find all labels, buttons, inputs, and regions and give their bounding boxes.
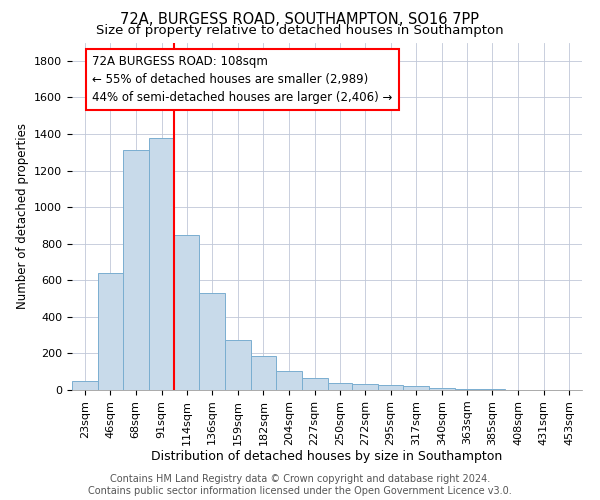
Text: 72A, BURGESS ROAD, SOUTHAMPTON, SO16 7PP: 72A, BURGESS ROAD, SOUTHAMPTON, SO16 7PP	[121, 12, 479, 28]
Bar	[72, 381, 98, 390]
Bar	[149, 138, 175, 390]
Bar	[352, 384, 378, 390]
Bar	[302, 378, 328, 390]
Bar	[175, 235, 199, 390]
Bar	[251, 356, 276, 390]
Bar	[98, 273, 122, 390]
Bar	[276, 371, 302, 390]
Bar	[403, 386, 429, 390]
Bar	[328, 382, 352, 390]
Bar	[199, 293, 225, 390]
Y-axis label: Number of detached properties: Number of detached properties	[16, 123, 29, 309]
Text: Size of property relative to detached houses in Southampton: Size of property relative to detached ho…	[96, 24, 504, 37]
Bar	[429, 388, 455, 390]
Bar	[122, 150, 149, 390]
Bar	[225, 340, 251, 390]
X-axis label: Distribution of detached houses by size in Southampton: Distribution of detached houses by size …	[151, 450, 503, 464]
Text: Contains HM Land Registry data © Crown copyright and database right 2024.
Contai: Contains HM Land Registry data © Crown c…	[88, 474, 512, 496]
Bar	[378, 384, 403, 390]
Text: 72A BURGESS ROAD: 108sqm
← 55% of detached houses are smaller (2,989)
44% of sem: 72A BURGESS ROAD: 108sqm ← 55% of detach…	[92, 54, 393, 104]
Bar	[455, 389, 479, 390]
